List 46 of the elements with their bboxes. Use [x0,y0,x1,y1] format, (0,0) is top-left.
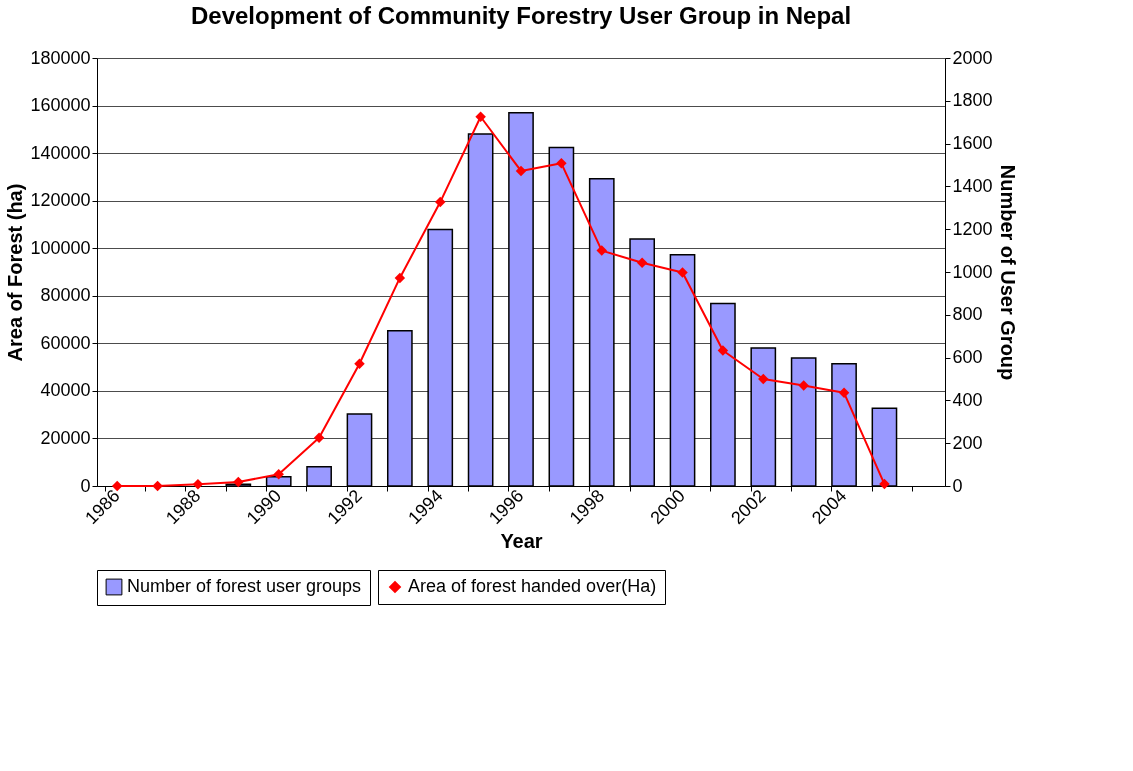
point [758,373,769,385]
y2-tick-label: 600 [952,347,983,368]
point [838,387,850,399]
point [515,165,527,177]
chart-title: Development of Community Forestry User Group in Nepal [190,2,852,29]
point [596,245,608,256]
y2-tick-label: 400 [952,389,983,410]
point [233,476,244,488]
y-tick-label: 140000 [30,142,91,163]
y2-tick-label: 800 [952,304,983,325]
point [717,345,729,356]
point [556,158,567,169]
point [636,257,648,268]
point [192,479,204,490]
y-tick-label: 40000 [40,380,91,401]
y2-axis-title: Number of User Group [996,164,1019,381]
legend-label: Area of forest handed over(Ha) [408,576,657,596]
y-tick-label: 120000 [30,190,91,211]
y-tick-label: 160000 [30,95,91,116]
y2-tick-label: 1000 [952,261,993,282]
point [434,196,446,208]
y-tick-label: 60000 [40,332,91,353]
y2-tick-label: 2000 [952,47,993,68]
point [677,267,688,278]
point [394,272,406,284]
y2-tick-label: 1800 [952,90,993,111]
point [475,111,486,122]
y-tick-label: 180000 [30,47,91,68]
y2-tick-label: 1600 [952,133,993,154]
point [879,478,890,490]
y-axis-title: Area of Forest (ha) [4,183,27,362]
y-tick-label: 100000 [30,237,91,258]
y2-tick-label: 200 [952,432,983,453]
point [152,480,163,492]
point [798,380,809,391]
point [273,469,284,480]
y-tick-label: 0 [80,475,91,496]
x-axis-title: Year [500,530,543,553]
y2-tick-label: 0 [952,475,963,496]
y2-tick-label: 1400 [952,175,993,196]
point [313,432,325,443]
legend-label: Number of forest user groups [127,576,362,596]
y-tick-label: 20000 [40,427,91,448]
y2-tick-label: 1200 [952,218,993,239]
y-tick-label: 80000 [40,285,91,306]
point [354,358,365,370]
